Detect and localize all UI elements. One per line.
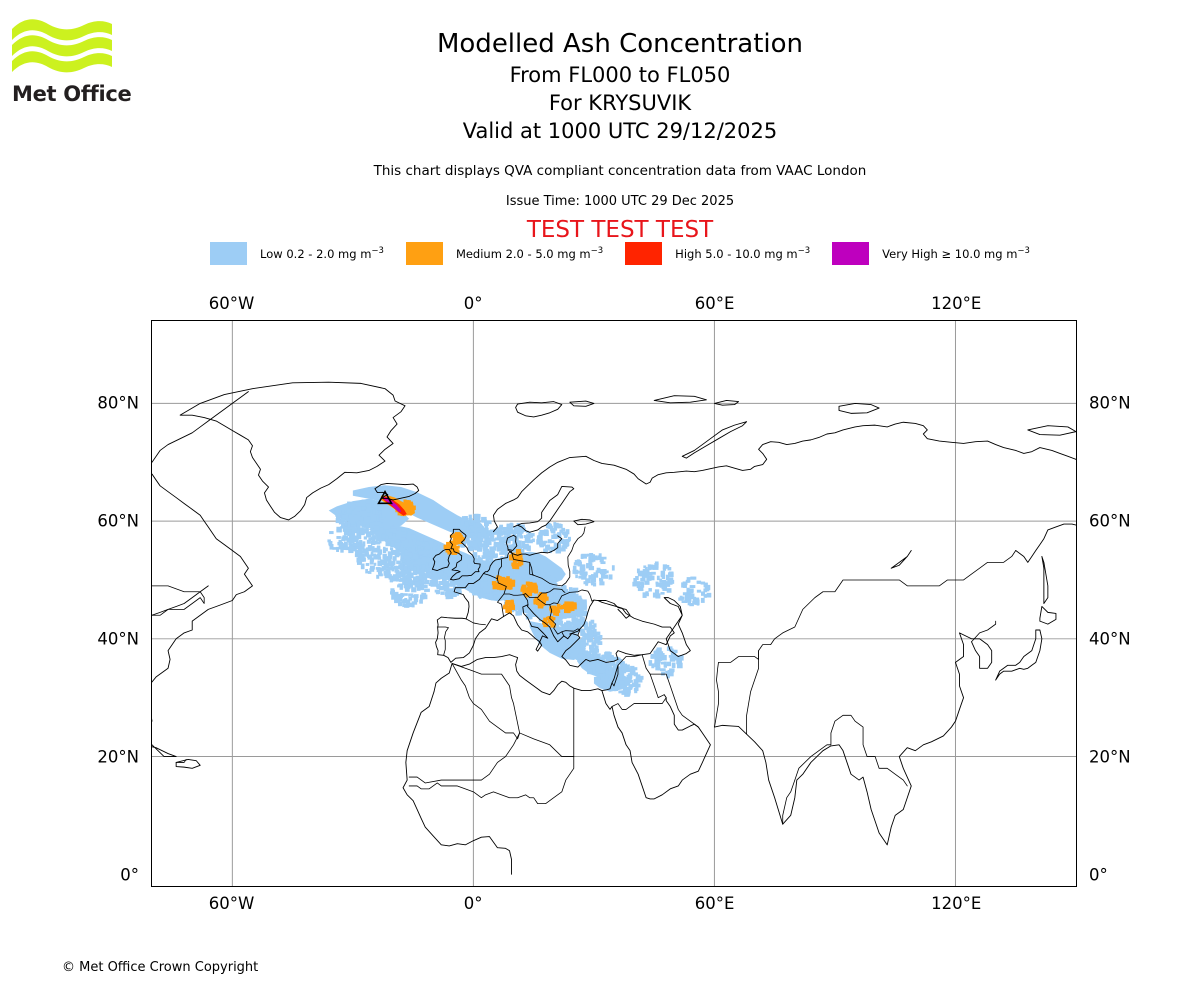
ash-concentration-map	[152, 321, 1076, 886]
x-axis-label-bottom: 60°E	[694, 894, 735, 913]
y-axis-label-right: 0°	[1089, 865, 1108, 885]
flight-level-subtitle: From FL000 to FL050	[509, 63, 731, 87]
y-axis-label-right: 20°N	[1089, 747, 1131, 767]
legend-item-medium: Medium 2.0 - 5.0 mg m−3	[405, 242, 604, 265]
y-axis-label-left: 80°N	[97, 393, 139, 413]
legend-label: Low 0.2 - 2.0 mg m−3	[260, 245, 384, 261]
concentration-legend: Low 0.2 - 2.0 mg m−3 Medium 2.0 - 5.0 mg …	[150, 242, 1090, 265]
ash-contour-medium	[381, 495, 577, 628]
map-gridlines	[152, 321, 1076, 886]
legend-item-low: Low 0.2 - 2.0 mg m−3	[210, 242, 384, 265]
legend-item-high: High 5.0 - 10.0 mg m−3	[625, 242, 810, 265]
y-axis-label-left: 0°	[120, 865, 139, 885]
y-axis-label-right: 40°N	[1089, 629, 1131, 649]
map-container: 60°W 60°W 0° 0° 60°E 60°E 120°E 120°E 0° 0° 20°N 20…	[97, 294, 1130, 913]
x-axis-label-bottom: 0°	[463, 894, 483, 913]
legend-swatch	[625, 242, 663, 265]
legend-swatch	[210, 242, 248, 265]
page-title: Modelled Ash Concentration	[436, 29, 804, 59]
copyright-text: © Met Office Crown Copyright	[62, 960, 259, 975]
valid-time-subtitle: Valid at 1000 UTC 29/12/2025	[462, 119, 778, 143]
legend-label: High 5.0 - 10.0 mg m−3	[675, 245, 811, 261]
legend-label: Very High ≥ 10.0 mg m−3	[882, 245, 1030, 261]
met-office-logo-text: Met Office	[12, 82, 132, 106]
y-axis-label-right: 80°N	[1089, 393, 1131, 413]
x-axis-label-top: 60°W	[208, 294, 255, 313]
volcano-source-marker	[377, 490, 393, 505]
y-axis-label-left: 40°N	[97, 629, 139, 649]
x-axis-label-top: 120°E	[931, 294, 982, 313]
legend-label: Medium 2.0 - 5.0 mg m−3	[455, 245, 604, 261]
ash-contour-low	[327, 485, 712, 697]
volcano-subtitle: For KRYSUVIK	[548, 91, 692, 115]
x-axis-label-top: 60°E	[694, 294, 735, 313]
map-plot-frame	[151, 320, 1077, 887]
x-axis-label-bottom: 60°W	[208, 894, 255, 913]
legend-item-very-high: Very High ≥ 10.0 mg m−3	[832, 242, 1030, 265]
qva-note: This chart displays QVA compliant concen…	[373, 163, 867, 179]
map-coastlines	[152, 381, 1076, 875]
y-axis-label-left: 20°N	[97, 747, 139, 767]
met-office-wave-icon	[12, 19, 112, 73]
ash-contour-very-high	[383, 497, 402, 512]
chart-title-block: Modelled Ash Concentration From FL000 to…	[150, 28, 1090, 244]
legend-swatch	[405, 242, 443, 265]
met-office-logo: Met Office	[12, 18, 132, 118]
legend-swatch	[832, 242, 870, 265]
x-axis-label-top: 0°	[463, 294, 483, 313]
issue-time: Issue Time: 1000 UTC 29 Dec 2025	[505, 194, 735, 209]
y-axis-label-left: 60°N	[97, 511, 139, 531]
test-banner: TEST TEST TEST	[526, 217, 714, 243]
x-axis-label-bottom: 120°E	[931, 894, 982, 913]
y-axis-label-right: 60°N	[1089, 511, 1131, 531]
